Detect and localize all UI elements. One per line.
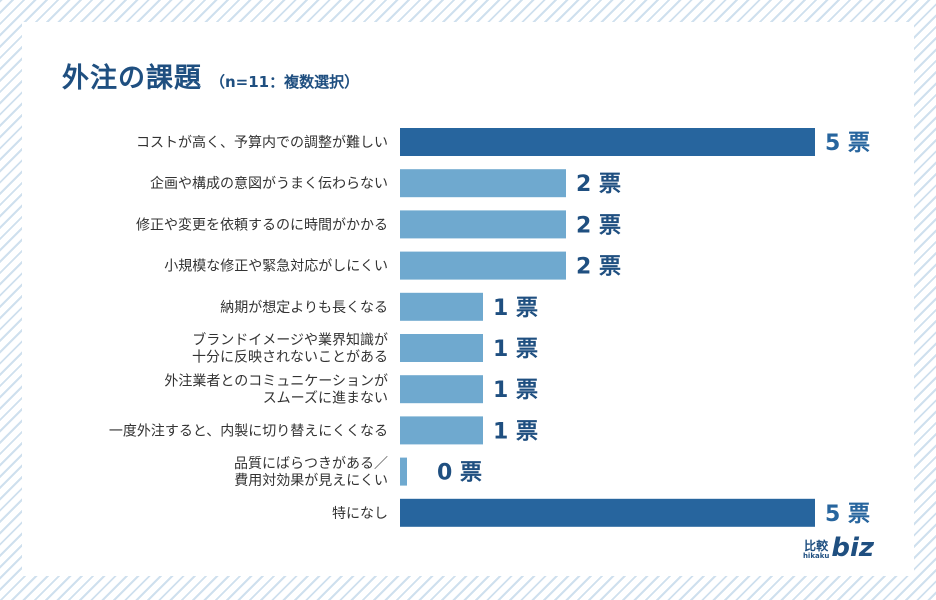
bar-5 — [400, 334, 483, 362]
value-label-6: 1 票 — [493, 378, 538, 403]
category-label-7: 一度外注すると、内製に切り替えにくくなる — [109, 423, 388, 439]
category-label-8-line-1: 費用対効果が見えにくい — [234, 473, 388, 489]
chart-title-block: 外注の課題 （n=11：複数選択） — [62, 56, 359, 95]
category-label-1: 企画や構成の意図がうまく伝わらない — [150, 175, 388, 192]
value-label-0: 5 票 — [825, 131, 870, 156]
logo-roman: hikaku — [802, 552, 830, 560]
logo-kanji: 比較 — [804, 539, 829, 553]
bar-9 — [400, 498, 815, 527]
chart-card: 外注の課題 （n=11：複数選択） 比較 hikaku biz — [22, 22, 914, 576]
bar-3 — [400, 251, 566, 280]
value-label-2: 2 票 — [576, 213, 621, 238]
bar-0 — [400, 128, 815, 156]
bar-6 — [400, 375, 483, 404]
value-label-9: 5 票 — [825, 502, 870, 527]
category-label-8-line-0: 品質にばらつきがある／ — [234, 456, 388, 472]
chart-title: 外注の課題 — [62, 63, 202, 94]
value-label-5: 1 票 — [493, 337, 538, 362]
value-label-4: 1 票 — [493, 296, 538, 321]
category-label-2: 修正や変更を依頼するのに時間がかかる — [136, 216, 388, 233]
value-label-8: 0 票 — [437, 461, 482, 486]
category-label-6-line-0: 外注業者とのコミュニケーションが — [164, 374, 388, 390]
logo-biz: biz — [831, 533, 874, 563]
value-label-3: 2 票 — [576, 255, 621, 280]
chart-subtitle: （n=11：複数選択） — [210, 73, 360, 91]
bar-8 — [400, 457, 407, 486]
category-label-5-line-1: 十分に反映されないことがある — [192, 350, 388, 366]
bar-2 — [400, 210, 566, 239]
value-label-7: 1 票 — [493, 419, 538, 444]
bar-7 — [400, 416, 483, 445]
category-label-5-line-0: ブランドイメージや業界知識が — [192, 332, 388, 349]
category-label-9: 特になし — [332, 506, 388, 522]
category-label-4: 納期が想定よりも長くなる — [220, 300, 388, 316]
category-label-0: コストが高く、予算内での調整が難しい — [136, 134, 388, 151]
bar-1 — [400, 169, 566, 198]
bar-4 — [400, 292, 483, 321]
category-label-3: 小規模な修正や緊急対応がしにくい — [164, 259, 388, 275]
value-label-1: 2 票 — [576, 172, 621, 197]
hikaku-biz-logo: 比較 hikaku biz — [802, 533, 874, 563]
category-label-6-line-1: スムーズに進まない — [263, 391, 388, 407]
